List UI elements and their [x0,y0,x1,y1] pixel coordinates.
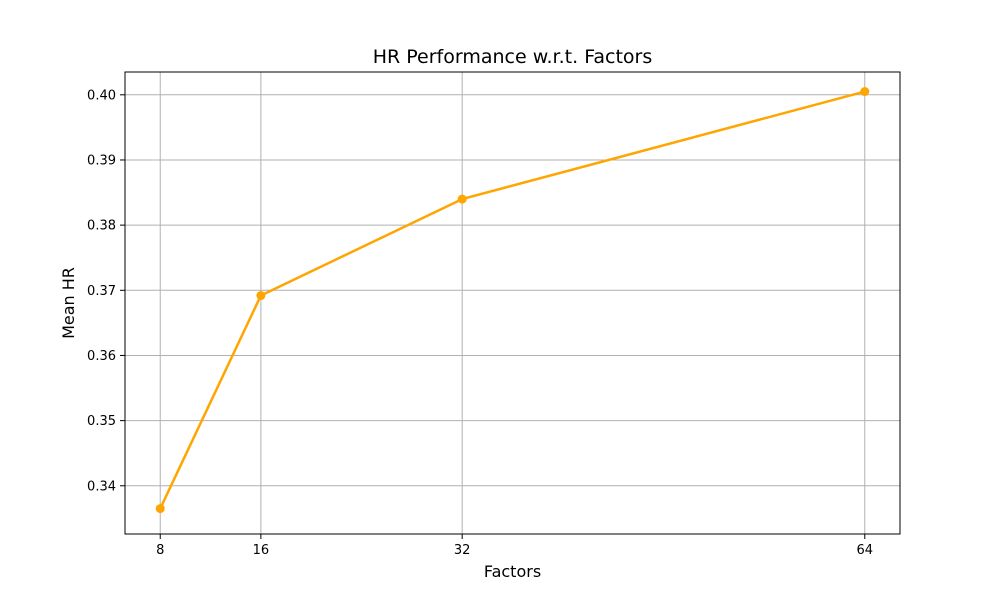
series-layer [155,87,870,514]
x-tick-label: 16 [253,543,270,558]
grid-layer [125,72,900,534]
tick-layer: 8 16 32 64 0.34 0.35 0.36 0.37 0.38 0.39 0.40 [87,88,873,558]
y-tick-label: 0.37 [87,284,116,299]
y-axis-label: Mean HR [59,267,78,339]
plot-frame [124,71,901,535]
data-point [860,87,870,97]
y-tick-label: 0.39 [87,153,116,168]
x-axis-label: Factors [484,562,541,581]
series-line [158,90,867,510]
y-tick-label: 0.36 [87,349,116,364]
x-tick-label: 32 [454,543,471,558]
y-tick-label: 0.35 [87,414,116,429]
data-point [155,504,165,514]
y-tick-label: 0.34 [87,479,116,494]
x-tick-label: 64 [856,543,873,558]
chart-title: HR Performance w.r.t. Factors [373,46,653,68]
data-point [457,194,467,204]
y-tick-label: 0.38 [87,219,116,234]
y-tick-label: 0.40 [87,88,116,103]
x-tick-label: 8 [156,543,164,558]
data-point [256,291,266,301]
